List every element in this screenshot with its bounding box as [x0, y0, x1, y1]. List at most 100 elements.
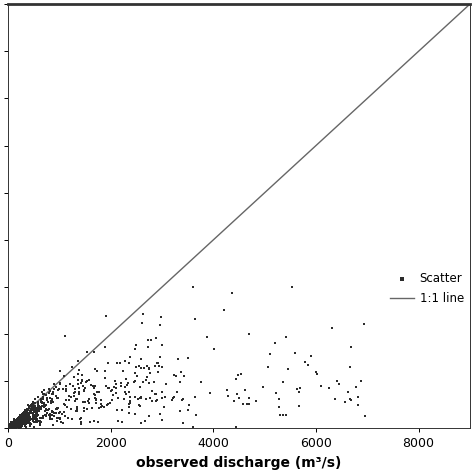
Scatter — [42, 402, 49, 410]
Scatter — [5, 424, 12, 432]
Scatter — [44, 410, 51, 417]
Scatter — [52, 383, 60, 391]
Scatter — [80, 386, 88, 394]
Scatter — [12, 422, 19, 429]
Scatter — [39, 402, 46, 410]
Scatter — [29, 417, 36, 425]
Scatter — [9, 420, 16, 428]
Scatter — [243, 400, 251, 408]
Scatter — [56, 414, 64, 422]
Scatter — [30, 402, 38, 410]
Scatter — [86, 419, 94, 426]
Scatter — [15, 417, 22, 424]
Scatter — [18, 413, 25, 421]
Scatter — [189, 423, 197, 430]
Scatter — [10, 420, 18, 428]
Scatter — [12, 424, 19, 431]
Scatter — [12, 422, 19, 429]
Scatter — [11, 417, 19, 425]
Scatter — [28, 416, 36, 423]
Scatter — [19, 416, 27, 424]
Scatter — [124, 379, 131, 387]
Scatter — [15, 414, 23, 422]
Scatter — [12, 421, 20, 429]
Scatter — [18, 410, 26, 418]
Scatter — [29, 417, 36, 425]
Scatter — [34, 400, 42, 408]
Scatter — [39, 395, 47, 403]
Scatter — [137, 394, 145, 402]
Scatter — [19, 417, 27, 425]
Scatter — [74, 381, 82, 388]
Scatter — [7, 424, 15, 431]
Scatter — [126, 397, 133, 404]
Scatter — [21, 413, 29, 420]
Scatter — [9, 421, 17, 428]
Scatter — [151, 391, 158, 398]
Scatter — [21, 407, 28, 415]
Scatter — [13, 419, 21, 427]
Scatter — [5, 421, 13, 429]
Scatter — [7, 423, 15, 430]
Scatter — [18, 411, 26, 419]
Scatter — [30, 423, 37, 431]
Scatter — [33, 419, 41, 426]
Scatter — [34, 402, 41, 410]
Scatter — [19, 420, 27, 428]
Scatter — [14, 418, 22, 426]
Scatter — [10, 422, 18, 430]
Scatter — [11, 422, 18, 429]
Scatter — [11, 420, 19, 428]
Scatter — [8, 420, 15, 428]
Scatter — [12, 420, 19, 428]
Scatter — [6, 422, 14, 430]
Scatter — [60, 408, 68, 416]
Scatter — [11, 419, 18, 427]
Scatter — [103, 401, 110, 409]
Scatter — [232, 424, 240, 431]
Scatter — [11, 417, 18, 425]
Scatter — [56, 415, 64, 422]
Scatter — [142, 376, 150, 384]
Scatter — [15, 414, 22, 421]
Scatter — [325, 384, 333, 392]
Scatter — [25, 406, 32, 414]
Scatter — [14, 419, 22, 427]
Scatter — [73, 407, 80, 415]
Scatter — [197, 378, 205, 386]
Scatter — [18, 414, 26, 421]
Scatter — [21, 413, 29, 421]
Scatter — [15, 423, 23, 430]
Scatter — [29, 402, 37, 410]
Scatter — [12, 422, 19, 429]
Scatter — [157, 313, 164, 321]
Scatter — [5, 424, 13, 432]
Scatter — [12, 416, 20, 423]
Scatter — [37, 403, 45, 410]
Scatter — [7, 423, 15, 430]
Scatter — [8, 421, 16, 428]
Scatter — [50, 412, 58, 420]
Scatter — [5, 424, 13, 432]
Scatter — [36, 402, 43, 410]
Scatter — [9, 424, 16, 432]
Scatter — [5, 424, 13, 431]
Scatter — [126, 354, 134, 361]
Scatter — [17, 418, 25, 426]
Scatter — [7, 421, 15, 428]
Scatter — [14, 415, 22, 423]
Scatter — [121, 383, 128, 391]
Scatter — [8, 424, 15, 432]
Scatter — [20, 408, 27, 415]
Scatter — [41, 411, 48, 419]
Scatter — [6, 424, 13, 431]
Scatter — [83, 406, 91, 413]
Scatter — [12, 420, 20, 428]
Scatter — [11, 420, 19, 428]
Scatter — [21, 422, 28, 430]
Scatter — [39, 414, 46, 421]
Scatter — [8, 420, 16, 428]
Scatter — [9, 424, 17, 432]
Scatter — [122, 375, 130, 383]
Scatter — [7, 422, 14, 429]
